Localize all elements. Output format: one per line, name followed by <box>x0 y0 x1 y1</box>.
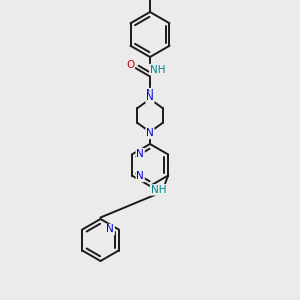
Text: N: N <box>146 128 154 139</box>
Text: N: N <box>146 92 154 103</box>
Text: N: N <box>146 88 154 99</box>
Text: N: N <box>136 148 144 159</box>
Text: NH: NH <box>150 64 165 75</box>
Text: O: O <box>126 59 134 70</box>
Text: NH: NH <box>151 185 166 195</box>
Text: N: N <box>136 171 144 182</box>
Text: N: N <box>106 224 114 235</box>
